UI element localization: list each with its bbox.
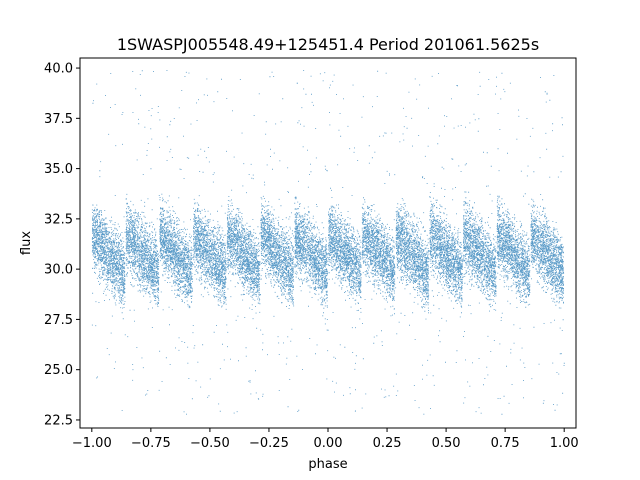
x-axis-label: phase bbox=[308, 457, 347, 472]
x-axis-ticks: −1.00 −0.75 −0.50 −0.25 0.00 0.25 0.50 0.75 1.00 bbox=[72, 428, 579, 451]
y-axis-ticks: 22.5 25.0 27.5 30.0 32.5 35.0 37.5 40.0 bbox=[44, 62, 80, 428]
y-tick-label: 32.5 bbox=[44, 212, 73, 227]
x-tick-label: −0.50 bbox=[190, 436, 230, 451]
x-tick-label: 0.00 bbox=[314, 436, 343, 451]
y-tick-label: 30.0 bbox=[44, 263, 73, 278]
x-tick-label: −0.25 bbox=[249, 436, 289, 451]
x-tick-label: −1.00 bbox=[72, 436, 112, 451]
y-axis-label: flux bbox=[19, 231, 34, 255]
scatter-points bbox=[91, 70, 565, 415]
x-tick-label: 0.75 bbox=[491, 436, 520, 451]
y-tick-label: 40.0 bbox=[44, 62, 73, 77]
chart-title: 1SWASPJ005548.49+125451.4 Period 201061.… bbox=[117, 35, 539, 54]
y-tick-label: 27.5 bbox=[44, 313, 73, 328]
data-points bbox=[91, 70, 565, 415]
x-tick-label: 0.25 bbox=[373, 436, 402, 451]
y-tick-label: 35.0 bbox=[44, 162, 73, 177]
x-tick-label: 1.00 bbox=[550, 436, 579, 451]
y-tick-label: 22.5 bbox=[44, 413, 73, 428]
y-tick-label: 25.0 bbox=[44, 363, 73, 378]
x-tick-label: −0.75 bbox=[131, 436, 171, 451]
x-tick-label: 0.50 bbox=[432, 436, 461, 451]
y-tick-label: 37.5 bbox=[44, 112, 73, 127]
